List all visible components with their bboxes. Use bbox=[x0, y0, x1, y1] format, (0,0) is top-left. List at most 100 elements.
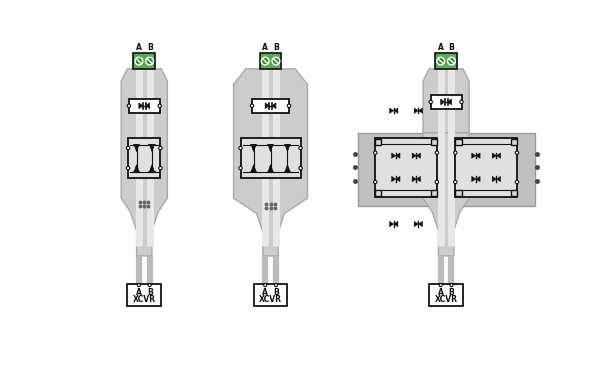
Polygon shape bbox=[268, 145, 273, 152]
Circle shape bbox=[158, 104, 161, 107]
Text: A: A bbox=[262, 43, 268, 52]
Circle shape bbox=[272, 57, 280, 65]
Text: XCVR: XCVR bbox=[259, 294, 282, 304]
Circle shape bbox=[274, 284, 277, 287]
Bar bbox=[455, 138, 517, 197]
Polygon shape bbox=[134, 164, 139, 171]
Bar bbox=[254, 284, 287, 306]
Polygon shape bbox=[416, 153, 421, 158]
Polygon shape bbox=[149, 145, 154, 152]
Polygon shape bbox=[423, 133, 469, 256]
Text: XCVR: XCVR bbox=[133, 294, 156, 304]
Circle shape bbox=[159, 146, 162, 150]
Circle shape bbox=[454, 151, 457, 155]
Circle shape bbox=[137, 284, 140, 287]
Polygon shape bbox=[492, 153, 496, 158]
Circle shape bbox=[287, 104, 291, 107]
Circle shape bbox=[146, 57, 154, 65]
Bar bbox=[436, 53, 457, 69]
Polygon shape bbox=[394, 108, 398, 113]
Circle shape bbox=[437, 57, 445, 65]
Circle shape bbox=[439, 284, 442, 287]
Polygon shape bbox=[472, 153, 476, 158]
Bar bbox=[431, 139, 437, 145]
Polygon shape bbox=[396, 153, 400, 158]
Polygon shape bbox=[392, 153, 396, 158]
Circle shape bbox=[127, 104, 131, 107]
Polygon shape bbox=[496, 176, 500, 182]
Text: A: A bbox=[262, 288, 268, 297]
Polygon shape bbox=[149, 164, 154, 171]
Bar bbox=[431, 95, 461, 109]
Polygon shape bbox=[251, 145, 256, 152]
Bar bbox=[455, 190, 461, 196]
Polygon shape bbox=[492, 176, 496, 182]
Circle shape bbox=[450, 284, 453, 287]
Circle shape bbox=[239, 166, 242, 170]
Text: B: B bbox=[449, 288, 454, 297]
Polygon shape bbox=[418, 108, 422, 113]
Polygon shape bbox=[146, 103, 149, 109]
Circle shape bbox=[435, 180, 439, 184]
Polygon shape bbox=[412, 176, 416, 182]
Bar bbox=[241, 138, 301, 178]
Circle shape bbox=[374, 151, 377, 155]
Circle shape bbox=[159, 166, 162, 170]
Circle shape bbox=[515, 151, 518, 155]
Bar bbox=[128, 138, 160, 178]
Polygon shape bbox=[392, 176, 396, 182]
Polygon shape bbox=[285, 145, 290, 152]
Circle shape bbox=[135, 57, 143, 65]
Polygon shape bbox=[389, 221, 394, 227]
Bar bbox=[511, 139, 517, 145]
Bar bbox=[431, 190, 437, 196]
Circle shape bbox=[454, 180, 457, 184]
Bar bbox=[358, 133, 535, 206]
Circle shape bbox=[515, 180, 518, 184]
Bar bbox=[375, 138, 437, 197]
Polygon shape bbox=[139, 103, 143, 109]
Polygon shape bbox=[441, 99, 445, 105]
Polygon shape bbox=[251, 164, 256, 171]
Text: B: B bbox=[449, 43, 454, 52]
Polygon shape bbox=[268, 164, 273, 171]
Bar bbox=[129, 99, 160, 113]
Polygon shape bbox=[472, 176, 476, 182]
Circle shape bbox=[299, 146, 302, 150]
Polygon shape bbox=[416, 176, 421, 182]
Circle shape bbox=[429, 100, 433, 104]
Text: A: A bbox=[438, 288, 443, 297]
Polygon shape bbox=[265, 103, 269, 109]
Polygon shape bbox=[418, 221, 422, 227]
Bar bbox=[133, 53, 155, 69]
Circle shape bbox=[127, 146, 130, 150]
Bar bbox=[260, 53, 281, 69]
Polygon shape bbox=[476, 153, 480, 158]
Polygon shape bbox=[476, 176, 480, 182]
Bar bbox=[127, 284, 161, 306]
Polygon shape bbox=[448, 99, 451, 105]
Circle shape bbox=[460, 100, 463, 104]
Polygon shape bbox=[389, 108, 394, 113]
Circle shape bbox=[448, 57, 455, 65]
Circle shape bbox=[261, 57, 269, 65]
Circle shape bbox=[299, 166, 302, 170]
Polygon shape bbox=[412, 153, 416, 158]
Text: XCVR: XCVR bbox=[434, 294, 458, 304]
Polygon shape bbox=[285, 164, 290, 171]
Bar bbox=[455, 139, 461, 145]
Bar bbox=[252, 99, 289, 113]
Circle shape bbox=[148, 284, 151, 287]
Text: A: A bbox=[438, 43, 443, 52]
Polygon shape bbox=[394, 221, 398, 227]
Polygon shape bbox=[272, 103, 276, 109]
Polygon shape bbox=[396, 176, 400, 182]
Polygon shape bbox=[233, 69, 308, 256]
Bar bbox=[429, 284, 463, 306]
Polygon shape bbox=[134, 145, 139, 152]
Text: B: B bbox=[273, 43, 279, 52]
Bar bbox=[375, 190, 382, 196]
Circle shape bbox=[435, 151, 439, 155]
Circle shape bbox=[239, 146, 242, 150]
Circle shape bbox=[374, 180, 377, 184]
